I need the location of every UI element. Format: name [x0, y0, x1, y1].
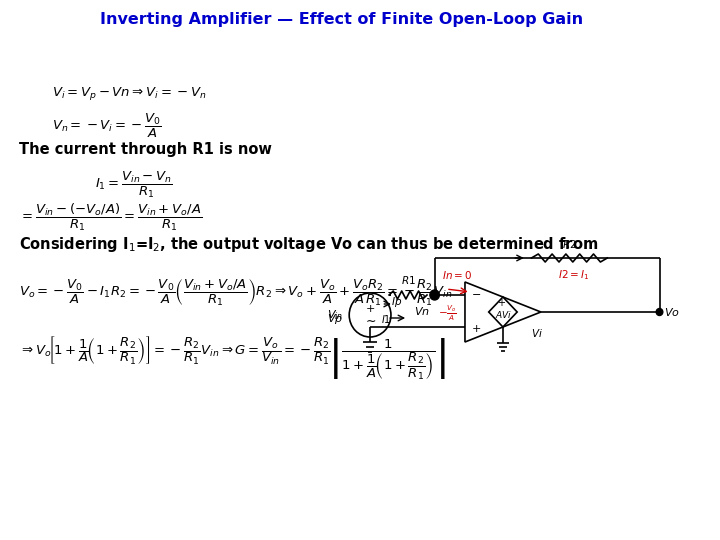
Text: $Vp$: $Vp$: [328, 312, 343, 326]
Text: $I1$: $I1$: [381, 313, 391, 325]
Text: $+$: $+$: [498, 296, 506, 307]
Text: $AVi$: $AVi$: [495, 308, 513, 320]
Text: $Ip$: $Ip$: [391, 295, 402, 309]
Text: $-$: $-$: [472, 288, 482, 298]
Text: $In{=}0$: $In{=}0$: [442, 269, 472, 281]
Circle shape: [656, 308, 663, 315]
Text: $V_o = -\dfrac{V_0}{A} - I_1 R_2 = -\dfrac{V_0}{A}\left(\dfrac{V_{in} + V_o/A}{R: $V_o = -\dfrac{V_0}{A} - I_1 R_2 = -\dfr…: [19, 278, 453, 308]
Text: The current through R1 is now: The current through R1 is now: [19, 142, 272, 157]
Text: $I2 = I_1$: $I2 = I_1$: [559, 268, 590, 282]
Circle shape: [430, 290, 439, 300]
Text: $+$: $+$: [472, 323, 482, 334]
Text: $Vn$: $Vn$: [414, 305, 430, 317]
Text: $V_i = V_p - Vn \Rightarrow V_i = -V_n$: $V_i = V_p - Vn \Rightarrow V_i = -V_n$: [52, 85, 207, 102]
Text: $\Rightarrow V_o\!\left[1+\dfrac{1}{A}\!\left(1+\dfrac{R_2}{R_1}\right)\right] =: $\Rightarrow V_o\!\left[1+\dfrac{1}{A}\!…: [19, 335, 446, 382]
Text: $V_n = -V_i = -\dfrac{V_0}{A}$: $V_n = -V_i = -\dfrac{V_0}{A}$: [52, 112, 162, 140]
Text: $= \dfrac{V_{in} - (-V_o/A)}{R_1} = \dfrac{V_{in} + V_o/A}{R_1}$: $= \dfrac{V_{in} - (-V_o/A)}{R_1} = \dfr…: [19, 202, 202, 233]
Text: $R2$: $R2$: [562, 238, 577, 250]
Text: $-\frac{V_o}{A}$: $-\frac{V_o}{A}$: [438, 303, 457, 323]
Text: $Vi$: $Vi$: [531, 327, 544, 339]
Text: $Vo$: $Vo$: [665, 306, 680, 318]
Text: $R1$: $R1$: [400, 274, 415, 286]
Text: Inverting Amplifier — Effect of Finite Open-Loop Gain: Inverting Amplifier — Effect of Finite O…: [100, 12, 583, 27]
Text: $I_1 = \dfrac{V_{in} - V_n}{R_1}$: $I_1 = \dfrac{V_{in} - V_n}{R_1}$: [95, 170, 173, 200]
Text: $V_{in}$: $V_{in}$: [328, 308, 343, 322]
Text: Considering I$_1$=I$_2$, the output voltage Vo can thus be determined from: Considering I$_1$=I$_2$, the output volt…: [19, 235, 598, 254]
Text: $+$: $+$: [365, 302, 375, 314]
Text: $\sim$: $\sim$: [364, 314, 377, 327]
